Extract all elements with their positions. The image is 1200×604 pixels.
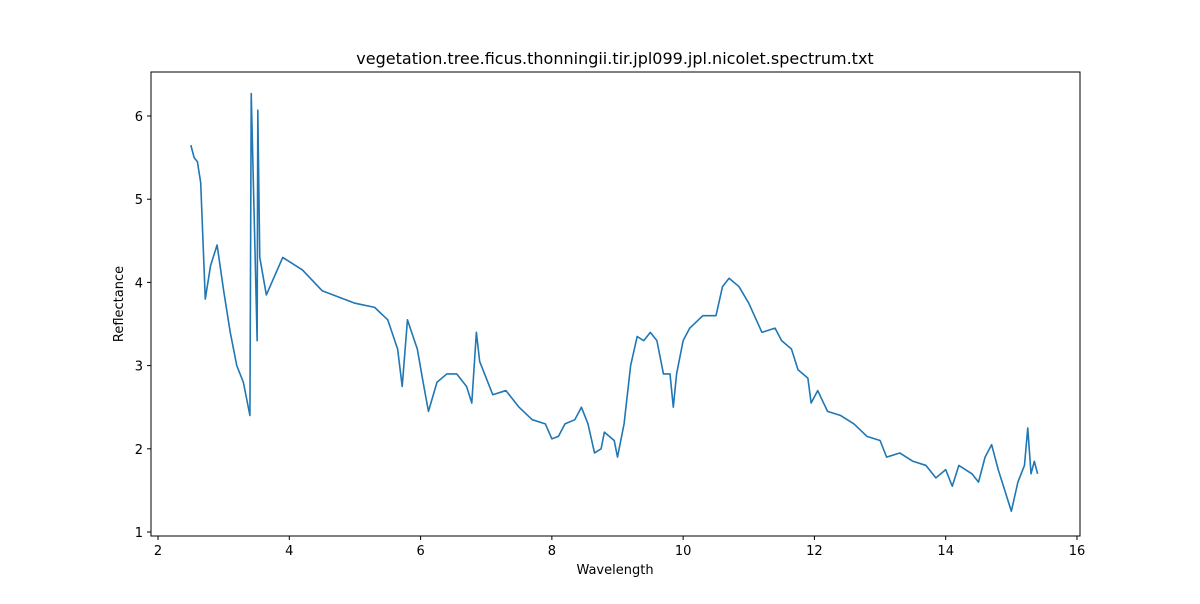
- x-tick-label: 4: [285, 544, 293, 559]
- x-axis-label: Wavelength: [576, 563, 653, 578]
- x-tick-label: 6: [416, 544, 424, 559]
- x-tick-label: 8: [548, 544, 556, 559]
- x-tick-label: 10: [675, 544, 692, 559]
- y-tick-label: 1: [135, 526, 143, 541]
- y-tick-label: 2: [135, 443, 143, 458]
- x-tick-label: 2: [154, 544, 162, 559]
- plot-frame: [150, 71, 1081, 537]
- chart-title: vegetation.tree.ficus.thonningii.tir.jpl…: [356, 49, 873, 68]
- y-tick-label: 6: [135, 110, 143, 125]
- y-axis-label: Reflectance: [112, 266, 127, 342]
- y-tick-label: 5: [135, 193, 143, 208]
- y-tick-label: 3: [135, 360, 143, 375]
- x-tick-label: 14: [937, 544, 954, 559]
- x-tick-label: 12: [806, 544, 823, 559]
- spectrum-line: [190, 92, 1039, 513]
- y-tick-label: 4: [135, 276, 143, 291]
- x-tick-label: 16: [1069, 544, 1086, 559]
